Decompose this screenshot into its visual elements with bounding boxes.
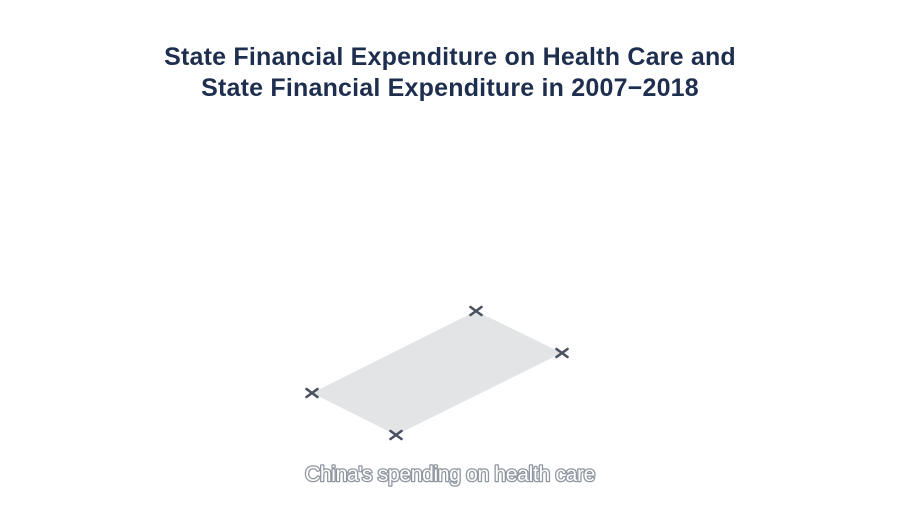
base-plane — [312, 311, 562, 435]
corner-x-markers — [305, 305, 569, 441]
corner-x-marker — [555, 347, 569, 359]
subtitle-text: China's spending on health care — [305, 463, 595, 486]
chart-title-line-2: State Financial Expenditure in 2007−2018 — [201, 74, 699, 102]
corner-x-marker — [305, 387, 319, 399]
chart-title: State Financial Expenditure on Health Ca… — [0, 42, 900, 104]
chart-title-line-1: State Financial Expenditure on Health Ca… — [164, 43, 736, 71]
corner-x-marker — [389, 429, 403, 441]
corner-x-marker — [469, 305, 483, 317]
caption-bar: China's spending on health care — [304, 462, 597, 488]
